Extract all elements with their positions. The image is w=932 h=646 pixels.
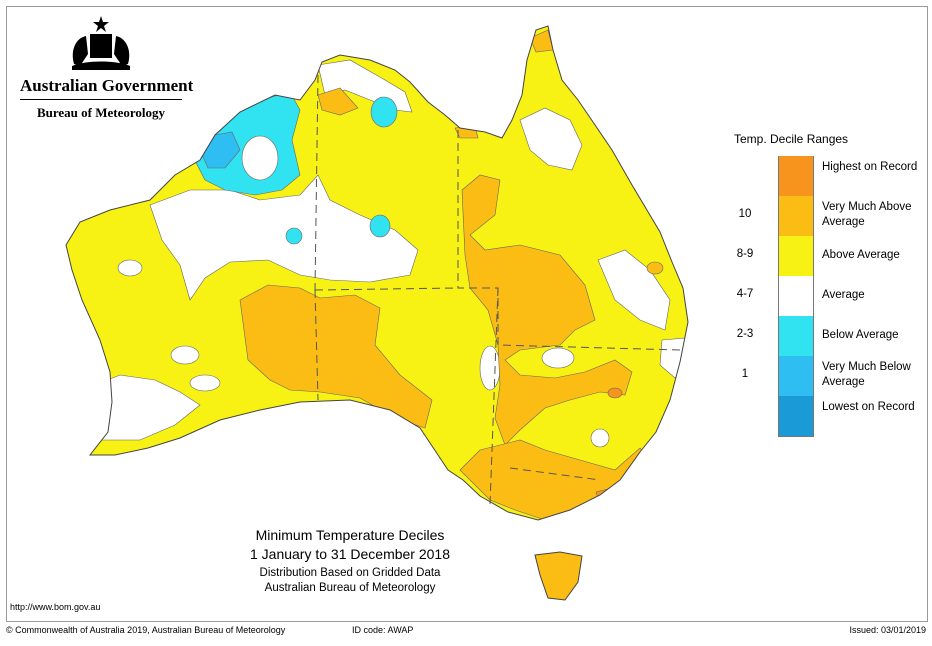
region-average-sw (94, 374, 201, 441)
legend-label: Very Much Below Average (822, 361, 911, 388)
map-source: Australian Bureau of Meteorology (264, 582, 436, 594)
legend-range: 10 (738, 208, 752, 220)
legend-item: 2-3 Below Average (730, 316, 920, 356)
legend-swatch (778, 276, 814, 316)
map-subtitle: Distribution Based on Gridded Data (259, 567, 441, 579)
region-below-average-kimberley (191, 91, 301, 196)
agency-logo: Australian Government Bureau of Meteorol… (20, 14, 193, 121)
region-vmaa-east (461, 174, 633, 446)
legend-item: 8-9 Above Average (730, 236, 920, 276)
legend-range: 2-3 (736, 328, 754, 340)
legend: Temp. Decile Ranges Highest on Record 10… (730, 132, 920, 437)
legend-item: 1 Very Much Below Average (730, 356, 920, 396)
legend-item: Lowest on Record (730, 396, 920, 437)
copyright-text: © Commonwealth of Australia 2019, Austra… (6, 625, 286, 635)
legend-swatch (778, 396, 814, 437)
legend-label: Below Average (822, 329, 899, 341)
coat-of-arms-icon (72, 16, 130, 70)
legend-label: Very Much Above Average (822, 201, 912, 228)
legend-label: Above Average (822, 249, 900, 261)
region-average-east (597, 249, 671, 331)
agency-name: Bureau of Meteorology (36, 105, 166, 120)
legend-item: Highest on Record (730, 156, 920, 196)
legend-range: 1 (741, 368, 749, 380)
map-captions: Minimum Temperature Deciles 1 January to… (160, 527, 540, 596)
map-period: 1 January to 31 December 2018 (249, 546, 450, 562)
region-vmaa-north (317, 87, 359, 116)
legend-label: Highest on Record (822, 161, 918, 173)
region-average-nw (149, 174, 419, 301)
legend-swatch (778, 156, 814, 196)
legend-swatch (778, 236, 814, 276)
legend-item: 10 Very Much Above Average (730, 196, 920, 236)
legend-range: 8-9 (736, 248, 754, 260)
tasmania (534, 551, 583, 601)
state-borders (314, 74, 681, 506)
legend-label: Lowest on Record (822, 401, 915, 413)
region-average-qld (519, 107, 583, 171)
legend-item: 4-7 Average (730, 276, 920, 316)
website-url: http://www.bom.gov.au (10, 602, 101, 612)
legend-swatch (778, 316, 814, 356)
legend-swatch (778, 196, 814, 236)
id-code: ID code: AWAP (352, 625, 414, 635)
government-name: Australian Government (20, 76, 193, 100)
legend-swatch (778, 356, 814, 396)
region-highest-on-record (607, 387, 623, 399)
issued-date: Issued: 03/01/2019 (849, 625, 926, 635)
map-title: Minimum Temperature Deciles (255, 527, 445, 543)
region-vmaa-central (239, 284, 433, 429)
legend-title: Temp. Decile Ranges (734, 132, 849, 146)
legend-range: 4-7 (736, 288, 754, 300)
legend-label: Average (822, 289, 865, 301)
